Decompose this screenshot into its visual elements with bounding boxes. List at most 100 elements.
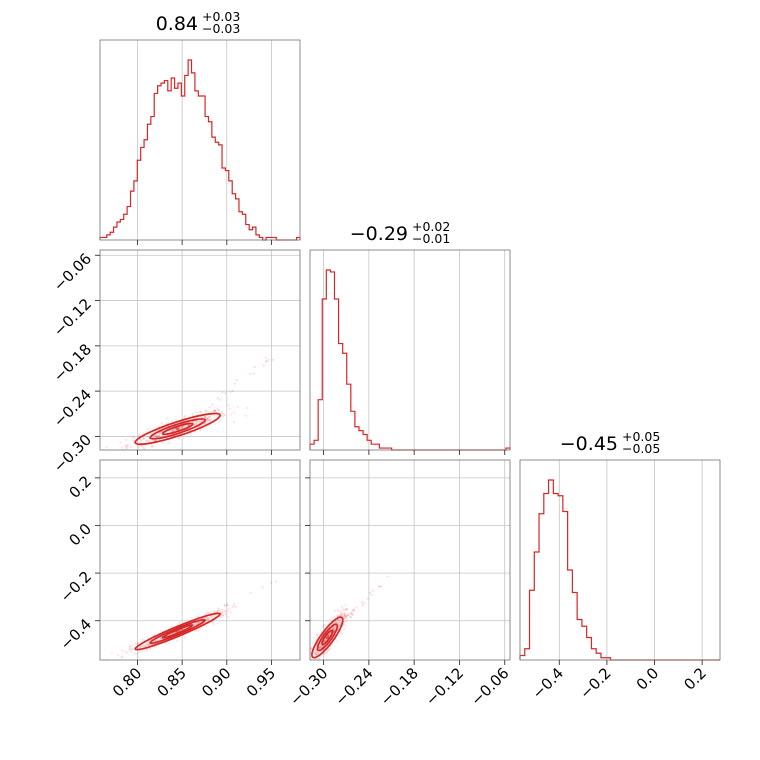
sample-point <box>140 638 143 641</box>
sample-point <box>143 644 146 647</box>
sample-point <box>144 644 147 647</box>
sample-point <box>194 430 197 433</box>
sample-point <box>212 413 215 417</box>
sample-point <box>223 413 226 416</box>
sample-point <box>194 629 198 632</box>
sample-point <box>138 651 141 654</box>
sample-point <box>333 628 336 631</box>
sample-point <box>138 433 141 436</box>
tail-sample-point <box>339 621 342 624</box>
sample-point <box>148 440 151 443</box>
sample-point <box>178 437 181 440</box>
sample-point <box>216 415 219 418</box>
sample-point <box>334 620 337 624</box>
sample-point <box>218 410 221 413</box>
sample-point <box>343 611 346 614</box>
tail-sample-point <box>361 604 364 607</box>
sample-point <box>334 609 337 612</box>
sample-point <box>336 614 339 617</box>
sample-point <box>235 605 238 609</box>
sample-point <box>339 614 343 617</box>
sample-point <box>200 410 203 413</box>
sample-point <box>340 613 344 617</box>
sample-point <box>333 628 336 631</box>
sample-point <box>120 446 123 449</box>
sample-point <box>171 429 174 432</box>
sample-point <box>123 650 127 653</box>
sample-point <box>342 608 346 611</box>
sample-point <box>213 422 216 425</box>
sample-point <box>327 649 330 652</box>
sample-point <box>159 637 163 640</box>
sample-point <box>206 618 209 621</box>
sample-point <box>217 607 220 610</box>
sample-point <box>136 652 139 655</box>
sample-point <box>338 624 341 627</box>
sample-point <box>193 422 196 425</box>
y-tick-label: −0.30 <box>50 431 95 476</box>
sample-point <box>333 626 336 629</box>
sample-point <box>217 608 221 611</box>
sample-point <box>220 412 224 415</box>
tail-sample-point <box>363 602 366 605</box>
tail-sample-point <box>224 392 227 395</box>
density-contour <box>316 623 339 652</box>
sample-point <box>333 628 336 631</box>
sample-point <box>143 437 146 440</box>
sample-point <box>232 420 235 424</box>
sample-point <box>129 644 133 648</box>
sample-point <box>211 409 215 413</box>
tail-sample-point <box>226 603 229 606</box>
sample-point <box>152 444 155 447</box>
x-tick-label: −0.18 <box>377 664 422 709</box>
sample-point <box>221 611 224 614</box>
density-contour <box>149 418 207 440</box>
sample-point <box>213 409 216 412</box>
sample-point <box>160 637 163 640</box>
sample-point <box>125 446 128 449</box>
sample-point <box>229 413 232 416</box>
sample-point <box>338 622 342 625</box>
sample-point <box>205 619 208 622</box>
x-tick-label: 0.0 <box>633 664 663 694</box>
sample-point <box>343 613 346 616</box>
sample-point <box>191 420 195 423</box>
sample-point <box>176 639 179 642</box>
density-contour <box>134 412 222 446</box>
sample-point <box>173 428 177 431</box>
sample-point <box>224 610 227 613</box>
tail-sample-point <box>371 589 374 592</box>
sample-point <box>152 633 156 636</box>
sample-point <box>139 438 142 441</box>
sample-point <box>116 654 120 657</box>
sample-point <box>324 652 327 655</box>
sample-point <box>182 425 185 428</box>
sample-point <box>316 633 319 637</box>
sample-point <box>344 616 347 619</box>
sample-point <box>344 608 347 611</box>
frames-layer <box>95 39 721 665</box>
sample-point <box>205 617 209 620</box>
sample-point <box>323 652 326 655</box>
sample-point <box>105 446 108 449</box>
sample-point <box>195 419 198 423</box>
sample-point <box>314 648 317 652</box>
sample-point <box>209 419 212 422</box>
sample-point <box>338 620 341 623</box>
sample-point <box>227 403 230 407</box>
tail-sample-point <box>231 390 234 393</box>
sample-point <box>157 638 160 641</box>
sample-point <box>345 615 348 618</box>
tail-sample-point <box>249 372 252 375</box>
tail-sample-point <box>216 610 219 613</box>
sample-point <box>318 646 321 649</box>
sample-point <box>339 614 342 617</box>
sample-point <box>143 649 146 652</box>
sample-point <box>193 623 196 626</box>
sample-point <box>312 652 316 655</box>
tail-sample-point <box>206 612 209 615</box>
sample-point <box>158 435 161 438</box>
sample-point <box>346 608 349 611</box>
sample-point <box>197 422 200 425</box>
sample-point <box>140 439 143 442</box>
